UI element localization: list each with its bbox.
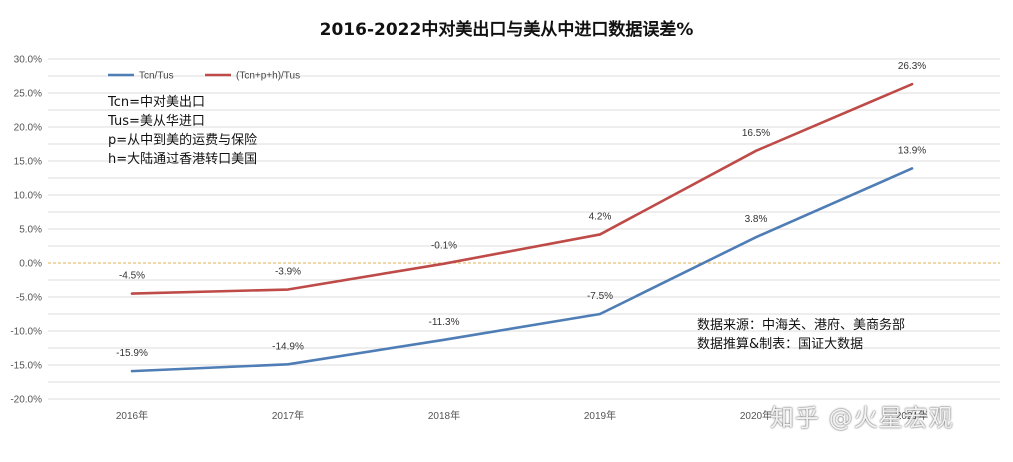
y-tick-label: 10.0% [14, 191, 42, 202]
data-label: 26.3% [898, 61, 926, 72]
data-point [130, 292, 134, 295]
data-point [910, 167, 914, 170]
y-tick-label: 20.0% [14, 123, 42, 134]
x-tick-label: 2018年 [428, 409, 460, 422]
y-tick-label: 25.0% [14, 89, 42, 100]
data-label: 3.8% [745, 214, 768, 225]
data-point [598, 233, 602, 236]
definition-tcn: Tcn=中对美出口 [108, 95, 206, 110]
definition-notes: Tcn=中对美出口 Tus=美从华进口 p=从中到美的运费与保险 h=大陆通过香… [108, 93, 257, 169]
y-axis: -20.0% -15.0% -10.0% -5.0% 0.0% 5.0% 10.0% 15.0… [10, 55, 42, 406]
data-label: 4.2% [589, 211, 612, 222]
y-tick-label: -10.0% [10, 327, 42, 338]
data-label: 16.5% [742, 128, 770, 139]
chart-title: 2016-2022中对美出口与美从中进口数据误差% [319, 20, 694, 40]
data-point [754, 235, 758, 239]
x-tick-label: 2017年 [272, 409, 304, 422]
series-line-1 [130, 82, 914, 295]
data-label: -7.5% [587, 291, 613, 302]
data-point [442, 338, 446, 342]
legend-label: Tcn/Tus [139, 71, 174, 82]
data-point [754, 149, 758, 152]
x-tick-label: 2016年 [116, 409, 148, 422]
data-label: -4.5% [119, 271, 145, 282]
data-label: -11.3% [429, 317, 460, 328]
x-tick-label: 2020年 [740, 409, 772, 422]
data-point [910, 82, 914, 86]
data-point [286, 363, 290, 366]
data-label: -15.9% [116, 348, 148, 359]
y-tick-label: -20.0% [10, 395, 42, 406]
data-labels: -15.9% -14.9% -11.3% -7.5% 3.8% 13.9% -4.5% -3.… [116, 61, 926, 359]
source-notes: 数据来源：中海关、港府、美商务部 数据推算&制表：国证大数据 [697, 316, 905, 354]
y-tick-label: 30.0% [14, 55, 42, 66]
definition-h: h=大陆通过香港转口美国 [108, 152, 258, 167]
x-tick-label: 2019年 [584, 409, 616, 422]
series-lines [130, 82, 914, 373]
data-label: -0.1% [431, 241, 457, 252]
source-line: 数据来源：中海关、港府、美商务部 [697, 318, 906, 333]
y-tick-label: -5.0% [16, 293, 42, 304]
data-label: -3.9% [275, 267, 301, 278]
gridlines [48, 58, 1000, 400]
watermark: 知乎 @火星宏观 [770, 404, 954, 432]
y-tick-label: -15.0% [10, 361, 42, 372]
y-tick-label: 15.0% [14, 157, 42, 168]
series-line-0 [130, 167, 914, 373]
definition-tus: Tus=美从华进口 [108, 114, 205, 129]
data-point [598, 312, 602, 316]
y-tick-label: 5.0% [19, 225, 42, 236]
data-label: -14.9% [272, 341, 304, 352]
y-tick-label: 0.0% [19, 259, 42, 270]
data-point [286, 288, 290, 291]
data-point [130, 369, 134, 373]
data-point [442, 262, 446, 265]
author-line: 数据推算&制表：国证大数据 [697, 337, 864, 352]
definition-p: p=从中到美的运费与保险 [108, 133, 258, 148]
legend: Tcn/Tus (Tcn+p+h)/Tus [108, 71, 300, 82]
x-tick-label: 2021年 [896, 409, 928, 422]
x-axis: 2016年 2017年 2018年 2019年 2020年 2021年 [116, 409, 928, 422]
legend-label: (Tcn+p+h)/Tus [236, 71, 300, 82]
data-label: 13.9% [898, 145, 926, 156]
